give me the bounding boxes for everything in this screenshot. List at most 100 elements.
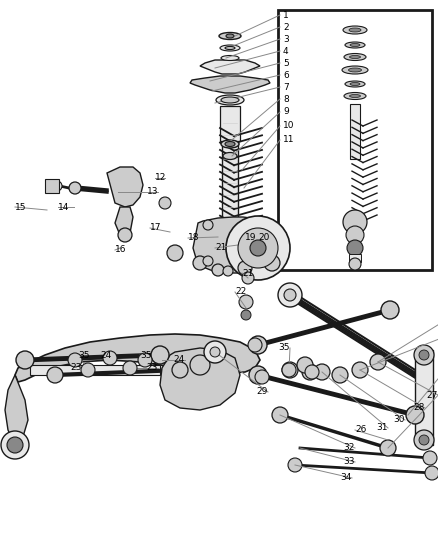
Circle shape [242, 272, 254, 284]
Circle shape [81, 363, 95, 377]
Text: 34: 34 [341, 473, 352, 482]
Circle shape [282, 362, 298, 378]
Text: 4: 4 [283, 46, 289, 55]
Text: 20: 20 [258, 233, 270, 243]
Text: 31: 31 [377, 424, 388, 432]
Text: 13: 13 [146, 188, 158, 197]
Circle shape [343, 210, 367, 234]
Circle shape [203, 220, 213, 230]
Circle shape [352, 362, 368, 378]
Circle shape [159, 197, 171, 209]
Circle shape [193, 256, 207, 270]
Text: 5: 5 [283, 59, 289, 68]
Text: 23: 23 [147, 364, 158, 373]
Ellipse shape [342, 66, 368, 74]
Bar [350, 104, 360, 159]
Bar [220, 106, 240, 141]
Ellipse shape [350, 55, 360, 59]
Bar [222, 118, 238, 218]
Ellipse shape [221, 140, 239, 148]
Circle shape [284, 289, 296, 301]
Polygon shape [107, 167, 143, 207]
Circle shape [346, 226, 364, 244]
Ellipse shape [220, 45, 240, 51]
Text: 24: 24 [101, 351, 112, 359]
Text: 30: 30 [393, 416, 405, 424]
Text: 35: 35 [279, 343, 290, 352]
Circle shape [223, 266, 233, 276]
Text: 27: 27 [427, 391, 438, 400]
Bar [415, 350, 433, 445]
Bar [45, 179, 59, 193]
Text: 29: 29 [257, 387, 268, 397]
Circle shape [302, 364, 318, 380]
Circle shape [47, 367, 63, 383]
Circle shape [347, 240, 363, 256]
Circle shape [190, 355, 210, 375]
Polygon shape [115, 207, 133, 235]
Circle shape [241, 310, 251, 320]
Ellipse shape [221, 55, 239, 61]
Text: 26: 26 [355, 425, 366, 434]
Text: 16: 16 [115, 246, 127, 254]
Bar [30, 365, 160, 375]
Circle shape [210, 347, 220, 357]
Circle shape [103, 351, 117, 365]
Circle shape [249, 366, 267, 384]
Circle shape [381, 301, 399, 319]
Polygon shape [5, 375, 28, 445]
Circle shape [238, 261, 252, 275]
Ellipse shape [345, 81, 365, 87]
Text: 7: 7 [283, 83, 289, 92]
Text: 14: 14 [58, 203, 69, 212]
Ellipse shape [350, 83, 360, 85]
Ellipse shape [344, 93, 366, 100]
Text: 35: 35 [140, 351, 152, 359]
Text: 17: 17 [150, 223, 162, 232]
Circle shape [406, 406, 424, 424]
Circle shape [249, 336, 267, 354]
Circle shape [203, 256, 213, 266]
Polygon shape [193, 217, 280, 273]
Bar [278, 10, 432, 270]
Ellipse shape [223, 152, 237, 159]
Text: 24: 24 [174, 356, 185, 365]
Text: 21: 21 [242, 269, 253, 278]
Circle shape [425, 466, 438, 480]
Circle shape [7, 437, 23, 453]
Circle shape [16, 351, 34, 369]
Circle shape [212, 264, 224, 276]
Circle shape [419, 435, 429, 445]
Circle shape [250, 240, 266, 256]
Ellipse shape [350, 44, 360, 46]
Text: 15: 15 [15, 203, 27, 212]
Circle shape [123, 361, 137, 375]
Text: 22: 22 [235, 287, 246, 296]
Text: 18: 18 [188, 233, 199, 243]
Circle shape [305, 365, 319, 379]
Circle shape [255, 370, 269, 384]
Ellipse shape [350, 94, 360, 98]
Ellipse shape [349, 28, 361, 32]
Text: 10: 10 [283, 122, 294, 131]
Circle shape [314, 364, 330, 380]
Circle shape [226, 216, 290, 280]
Text: 23: 23 [71, 364, 82, 373]
Circle shape [167, 245, 183, 261]
Ellipse shape [225, 141, 235, 147]
Ellipse shape [349, 68, 361, 72]
Text: 28: 28 [413, 403, 425, 413]
Circle shape [239, 295, 253, 309]
Circle shape [282, 363, 296, 377]
Circle shape [1, 431, 29, 459]
Text: 12: 12 [155, 174, 166, 182]
Text: 32: 32 [344, 443, 355, 453]
Ellipse shape [216, 95, 244, 105]
Circle shape [118, 228, 132, 242]
Text: 2: 2 [283, 22, 289, 31]
Ellipse shape [225, 46, 235, 50]
Ellipse shape [343, 26, 367, 34]
Circle shape [138, 353, 152, 367]
Bar [349, 254, 361, 262]
Circle shape [370, 354, 386, 370]
